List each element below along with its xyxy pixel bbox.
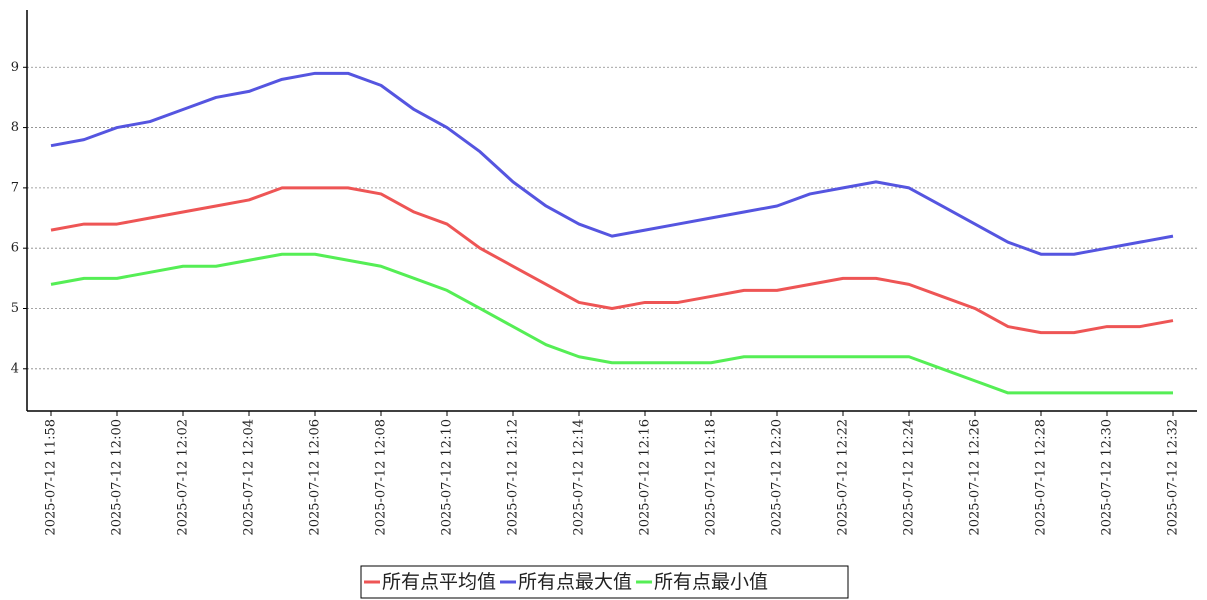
x-tick-label: 2025-07-12 12:24 bbox=[902, 419, 917, 536]
x-tick-label: 2025-07-12 12:00 bbox=[110, 419, 125, 536]
y-tick-label: 6 bbox=[11, 241, 19, 256]
x-tick-label: 2025-07-12 12:18 bbox=[704, 419, 719, 536]
x-tick-label: 2025-07-12 12:28 bbox=[1034, 419, 1049, 536]
series-line bbox=[50, 252, 1173, 395]
x-tick-label: 2025-07-12 12:04 bbox=[242, 419, 257, 536]
legend-box bbox=[360, 565, 849, 599]
x-tick-label: 2025-07-12 12:30 bbox=[1100, 419, 1115, 536]
x-tick-label: 2025-07-12 12:06 bbox=[308, 419, 323, 536]
x-tick-label: 2025-07-12 12:20 bbox=[770, 419, 785, 536]
series-line bbox=[50, 186, 1174, 335]
legend-label: 所有点平均值 bbox=[382, 571, 496, 593]
x-tick-label: 2025-07-12 11:58 bbox=[44, 419, 59, 536]
legend-label: 所有点最大值 bbox=[518, 571, 632, 593]
y-tick-label: 7 bbox=[11, 180, 19, 195]
x-tick-label: 2025-07-12 12:10 bbox=[440, 419, 455, 536]
x-tick-label: 2025-07-12 12:02 bbox=[176, 419, 191, 536]
y-tick-label: 8 bbox=[11, 120, 19, 135]
x-tick-label: 2025-07-12 12:08 bbox=[374, 419, 389, 536]
x-tick-label: 2025-07-12 12:14 bbox=[572, 419, 587, 536]
x-tick-label: 2025-07-12 12:32 bbox=[1166, 419, 1181, 536]
x-tick-label: 2025-07-12 12:12 bbox=[506, 419, 521, 536]
x-tick-label: 2025-07-12 12:16 bbox=[638, 419, 653, 536]
x-tick-label: 2025-07-12 12:26 bbox=[968, 419, 983, 536]
y-tick-label: 9 bbox=[11, 60, 19, 75]
y-tick-label: 4 bbox=[11, 361, 19, 376]
x-tick-label: 2025-07-12 12:22 bbox=[836, 419, 851, 536]
legend-label: 所有点最小值 bbox=[654, 571, 768, 593]
y-tick-label: 5 bbox=[11, 301, 19, 316]
series-line bbox=[50, 71, 1174, 256]
